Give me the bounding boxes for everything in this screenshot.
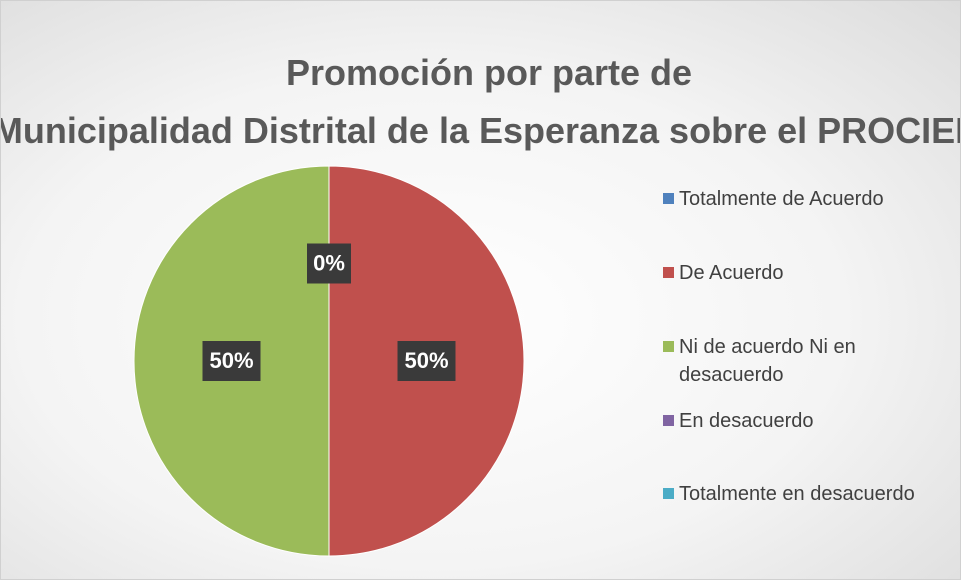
legend-label: En desacuerdo	[679, 410, 814, 432]
data-label: 50%	[404, 348, 448, 373]
data-label: 0%	[313, 250, 345, 275]
legend-label: Totalmente en desacuerdo	[679, 483, 915, 505]
label-box	[307, 243, 351, 284]
legend-swatch	[663, 415, 674, 426]
legend-label: De Acuerdo	[679, 262, 784, 284]
legend-swatch	[663, 267, 674, 278]
label-box	[397, 341, 456, 381]
data-label: 50%	[209, 348, 253, 373]
legend-item: Ni de acuerdo Ni en desacuerdo	[663, 333, 948, 389]
legend-label: Totalmente de Acuerdo	[679, 188, 884, 210]
label-box	[202, 341, 261, 381]
legend-item: Totalmente de Acuerdo	[663, 185, 948, 213]
legend-item: Totalmente en desacuerdo	[663, 480, 948, 508]
legend-item: De Acuerdo	[663, 259, 948, 287]
legend-item: En desacuerdo	[663, 407, 948, 435]
legend-label: Ni de acuerdo Ni en desacuerdo	[679, 336, 856, 386]
legend-swatch	[663, 193, 674, 204]
legend-swatch	[663, 341, 674, 352]
chart-title: Promoción por parte de Municipalidad Dist…	[1, 52, 960, 151]
legend-swatch	[663, 488, 674, 499]
